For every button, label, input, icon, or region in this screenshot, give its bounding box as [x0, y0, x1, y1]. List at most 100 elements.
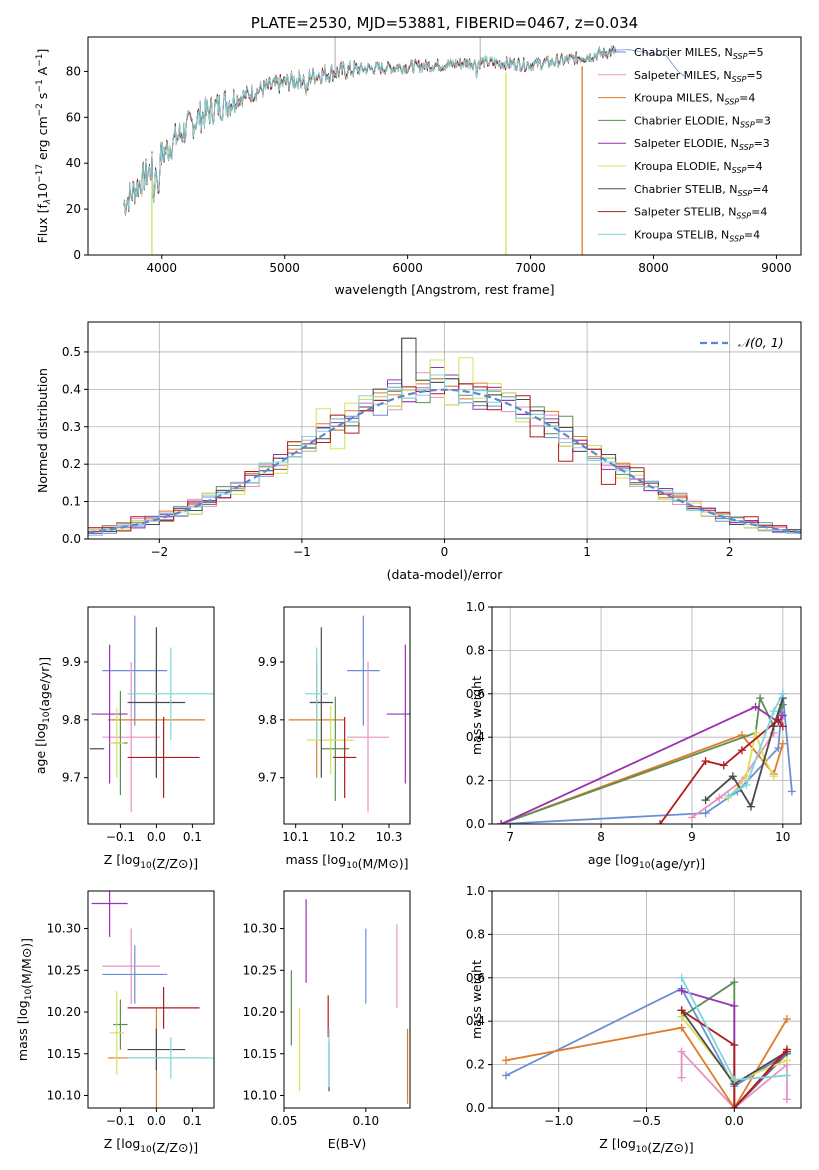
x-tick-label: 0.10 [352, 1114, 379, 1128]
x-tick-label: 0.1 [183, 1114, 202, 1128]
errorbar-point-5 [109, 708, 124, 778]
weight-marker [677, 1047, 686, 1056]
weight-marker [751, 702, 760, 711]
y-tick-label: 9.8 [258, 713, 277, 727]
weight-marker [778, 739, 787, 748]
y-tick-label: 0.5 [62, 345, 81, 359]
weight-line-6 [705, 697, 784, 809]
y-axis-label: mass [log10(M/M⊙)] [15, 938, 34, 1061]
weight-marker [782, 1071, 791, 1080]
axes-frame [87, 890, 215, 1109]
x-tick-label: 6000 [392, 261, 423, 275]
errorbar-point-7 [333, 716, 357, 798]
y-axis-label: Normed distribution [35, 368, 50, 493]
errorbar-point-0 [347, 615, 380, 726]
spectrum-line-8 [123, 46, 617, 215]
weight-marker [737, 746, 746, 755]
y-tick-label: 10.30 [47, 922, 81, 936]
weight-marker [677, 1073, 686, 1082]
axes-frame [87, 36, 802, 256]
weight-line-8 [727, 693, 784, 797]
y-tick-label: 0.6 [466, 971, 485, 985]
age-vs-mass-panel: 10.1 10.2 10.3 9.7 9.8 9.9 mass [log10(M/M⊙)] [258, 606, 411, 871]
x-tick-label: 9000 [761, 261, 792, 275]
legend-entry: Chabrier STELIB, NSSP=4 [634, 183, 768, 198]
errorbar-point-8 [127, 1037, 214, 1079]
weight-vs-age-panel: 7 8 9 10 0.0 0.2 0.4 0.6 0.8 1.0 age [log10(age/yr… [466, 600, 802, 871]
x-tick-label: 7 [506, 830, 514, 844]
weight-marker [778, 711, 787, 720]
y-tick-label: 9.7 [62, 771, 81, 785]
residuals-plot-area [88, 337, 801, 536]
axes-frame [491, 606, 802, 825]
axes-frame [283, 890, 411, 1109]
y-tick-label: 10.30 [243, 922, 277, 936]
y-tick-label: 0.1 [62, 495, 81, 509]
x-tick-label: −0.5 [632, 1114, 661, 1128]
legend-entry: Kroupa MILES, NSSP=4 [634, 92, 755, 107]
weight-marker [730, 1075, 739, 1084]
mass-vs-Z-plot-area [91, 891, 214, 1108]
weight-line-2 [500, 733, 784, 824]
weight-marker [756, 694, 765, 703]
x-tick-label: 4000 [146, 261, 177, 275]
x-tick-label: 0.0 [147, 830, 166, 844]
x-tick-label: 0 [441, 545, 449, 559]
x-tick-label: 8000 [638, 261, 669, 275]
legend-entry: Kroupa STELIB, NSSP=4 [634, 228, 760, 243]
y-tick-label: 0.0 [466, 817, 485, 831]
legend-entry: 𝒩(0, 1) [738, 335, 784, 350]
errorbar-point-5 [307, 705, 354, 775]
weight-line-4 [500, 705, 784, 824]
y-tick-label: 1.0 [466, 884, 485, 898]
x-axis-label: Z [log10(Z/Z⊙)] [104, 852, 198, 871]
errorbar-point-7 [127, 716, 200, 798]
y-tick-label: 0.3 [62, 420, 81, 434]
mass-vs-EBV-panel: 0.05 0.10 10.10 10.15 10.20 10.25 10.30 E(B-V) [243, 890, 411, 1151]
errorbar-point-0 [102, 945, 168, 1004]
errorbar-point-4 [91, 644, 128, 784]
errorbar-point-6 [127, 1028, 186, 1071]
weight-marker [742, 780, 751, 789]
weight-marker [677, 986, 686, 995]
errorbar-point-1 [347, 661, 389, 813]
weight-marker [728, 772, 737, 781]
y-tick-label: 0.4 [62, 382, 81, 396]
age-vs-Z-plot-area [89, 615, 214, 813]
weight-marker [782, 1095, 791, 1104]
chart-title: PLATE=2530, MJD=53881, FIBERID=0467, z=0… [251, 14, 638, 32]
y-tick-label: 0.2 [466, 1058, 485, 1072]
y-tick-label: 0 [73, 248, 81, 262]
weight-marker [730, 1002, 739, 1011]
x-tick-label: 7000 [515, 261, 546, 275]
y-tick-label: 10.20 [243, 1005, 277, 1019]
spectrum-line-3 [123, 46, 617, 216]
errorbar-point-1 [102, 928, 160, 1004]
weight-marker [751, 728, 760, 737]
legend-entry: Salpeter MILES, NSSP=5 [634, 69, 763, 84]
errorbar-point-3 [113, 999, 128, 1050]
x-tick-label: 5000 [269, 261, 300, 275]
y-tick-label: 40 [66, 156, 81, 170]
weight-marker [497, 820, 506, 824]
errorbar-point-0 [102, 615, 168, 726]
weight-vs-age-plot-area [497, 689, 796, 824]
x-tick-label: 10 [775, 830, 790, 844]
weight-line-0 [501, 693, 793, 824]
x-tick-label: 0.05 [271, 1114, 298, 1128]
y-tick-label: 10.10 [243, 1088, 277, 1102]
weight-marker [782, 1015, 791, 1024]
y-tick-label: 0.2 [62, 457, 81, 471]
x-tick-label: −0.1 [106, 1114, 135, 1128]
x-tick-label: 10.2 [329, 830, 356, 844]
y-tick-label: 0.4 [466, 730, 485, 744]
y-tick-label: 9.8 [62, 713, 81, 727]
weight-marker [701, 757, 710, 766]
y-tick-label: 10.25 [47, 963, 81, 977]
residuals-panel: −2 −1 0 1 2 0.0 0.1 0.2 0.3 0.4 0.5 𝒩(0, 1) (data-mo… [35, 321, 802, 582]
x-tick-label: −1.0 [544, 1114, 573, 1128]
spectrum-line-2 [123, 46, 617, 214]
x-tick-label: 0.0 [725, 1114, 744, 1128]
x-tick-label: 10.1 [282, 830, 309, 844]
weight-marker [782, 1056, 791, 1065]
